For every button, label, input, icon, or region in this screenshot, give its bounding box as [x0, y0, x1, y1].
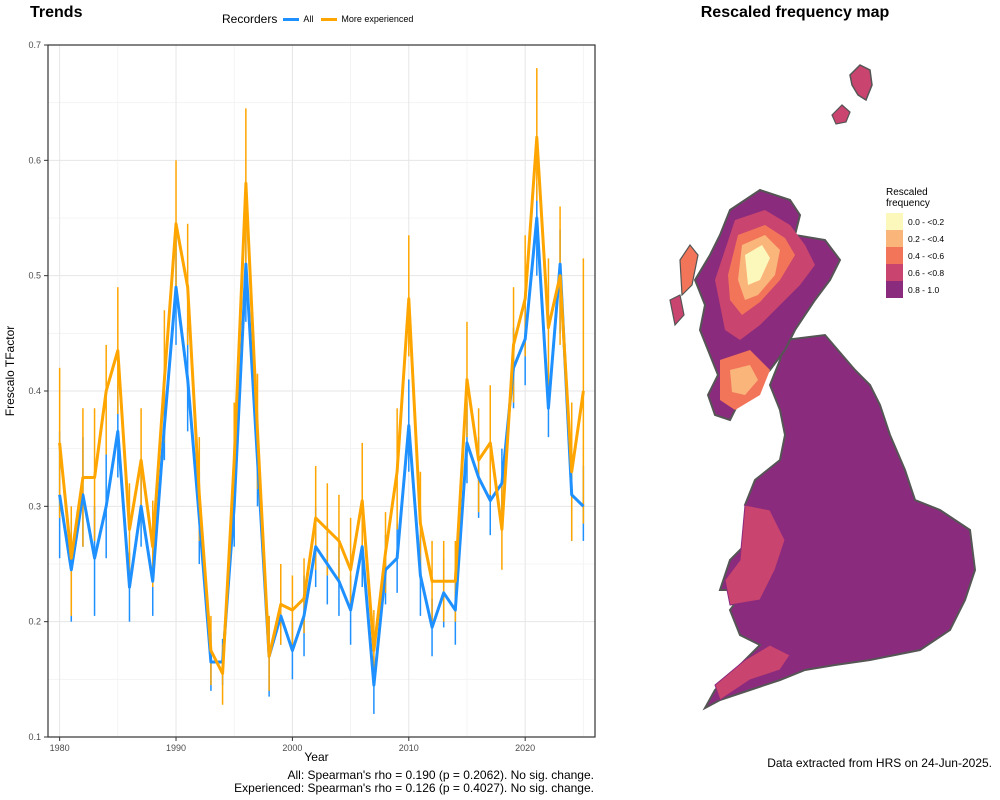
stat-all: All: Spearman's rho = 0.190 (p = 0.2062)… — [287, 768, 594, 782]
map-legend-label: 0.2 - <0.4 — [908, 233, 945, 244]
map-island-north — [849, 64, 873, 102]
x-tick-label: 2020 — [515, 743, 535, 753]
map-island-north-2 — [831, 104, 851, 125]
map-legend-row: 0.0 - <0.2 — [886, 213, 956, 230]
map-legend-row: 0.2 - <0.4 — [886, 230, 956, 247]
map-legend: Rescaled frequency 0.0 - <0.2 0.2 - <0.4… — [886, 187, 956, 298]
x-axis-label: Year — [304, 750, 328, 764]
extract-note: Data extracted from HRS on 24-Jun-2025. — [767, 756, 992, 770]
map-legend-label: 0.6 - <0.8 — [908, 267, 945, 278]
legend-label-experienced: More experienced — [341, 14, 414, 24]
map-legend-swatch — [886, 264, 903, 281]
map-wales-patch — [724, 504, 786, 606]
chart-legend: Recorders All More experienced — [222, 12, 421, 26]
stat-experienced: Experienced: Spearman's rho = 0.126 (p =… — [234, 781, 594, 795]
map-legend-row: 0.8 - 1.0 — [886, 281, 956, 298]
legend-label-all: All — [303, 14, 314, 24]
series-line-experienced — [58, 135, 585, 676]
map-hebrides-2 — [669, 294, 685, 327]
legend-swatch-experienced — [321, 17, 338, 21]
x-tick-label: 1990 — [166, 743, 186, 753]
legend-title: Recorders — [222, 12, 278, 26]
map-legend-label: 0.0 - <0.2 — [908, 216, 945, 227]
legend-item-all: All — [283, 14, 313, 24]
y-tick-label: 0.5 — [28, 271, 41, 281]
map-title: Rescaled frequency map — [700, 4, 890, 21]
map-legend-swatch — [886, 213, 903, 230]
y-tick-label: 0.1 — [28, 732, 41, 742]
frequency-map — [669, 64, 977, 711]
map-southscot-patch-2 — [730, 365, 758, 395]
map-scotland-band-3 — [745, 245, 770, 285]
x-tick-label: 2010 — [399, 743, 419, 753]
y-tick-label: 0.6 — [28, 155, 41, 165]
map-legend-swatch — [886, 281, 903, 298]
y-tick-label: 0.4 — [28, 386, 41, 396]
map-legend-row: 0.6 - <0.8 — [886, 264, 956, 281]
legend-item-experienced: More experienced — [321, 14, 413, 24]
map-legend-swatch — [886, 247, 903, 264]
trends-chart: 0.1 0.2 0.3 0.4 0.5 0.6 0.7 1980 1990 2000 2010 202… — [3, 40, 596, 764]
trends-title: Trends — [30, 4, 83, 21]
map-hebrides — [679, 243, 699, 297]
legend-swatch-all — [283, 17, 300, 21]
y-tick-label: 0.2 — [28, 617, 41, 627]
x-tick-label: 2000 — [282, 743, 302, 753]
y-axis-label: Frescalo TFactor — [3, 326, 17, 416]
map-legend-label: 0.4 - <0.6 — [908, 250, 945, 261]
map-legend-swatch — [886, 230, 903, 247]
x-tick-label: 1980 — [50, 743, 70, 753]
map-legend-label: 0.8 - 1.0 — [908, 284, 940, 295]
y-tick-label: 0.7 — [28, 40, 41, 50]
map-legend-row: 0.4 - <0.6 — [886, 247, 956, 264]
map-legend-title-line2: frequency — [886, 198, 930, 209]
y-tick-label: 0.3 — [28, 501, 41, 511]
map-legend-title-line1: Rescaled — [886, 187, 928, 198]
map-southwest-patch — [714, 644, 791, 701]
map-legend-title: Rescaled frequency — [886, 187, 956, 209]
series-line-all — [58, 216, 585, 687]
